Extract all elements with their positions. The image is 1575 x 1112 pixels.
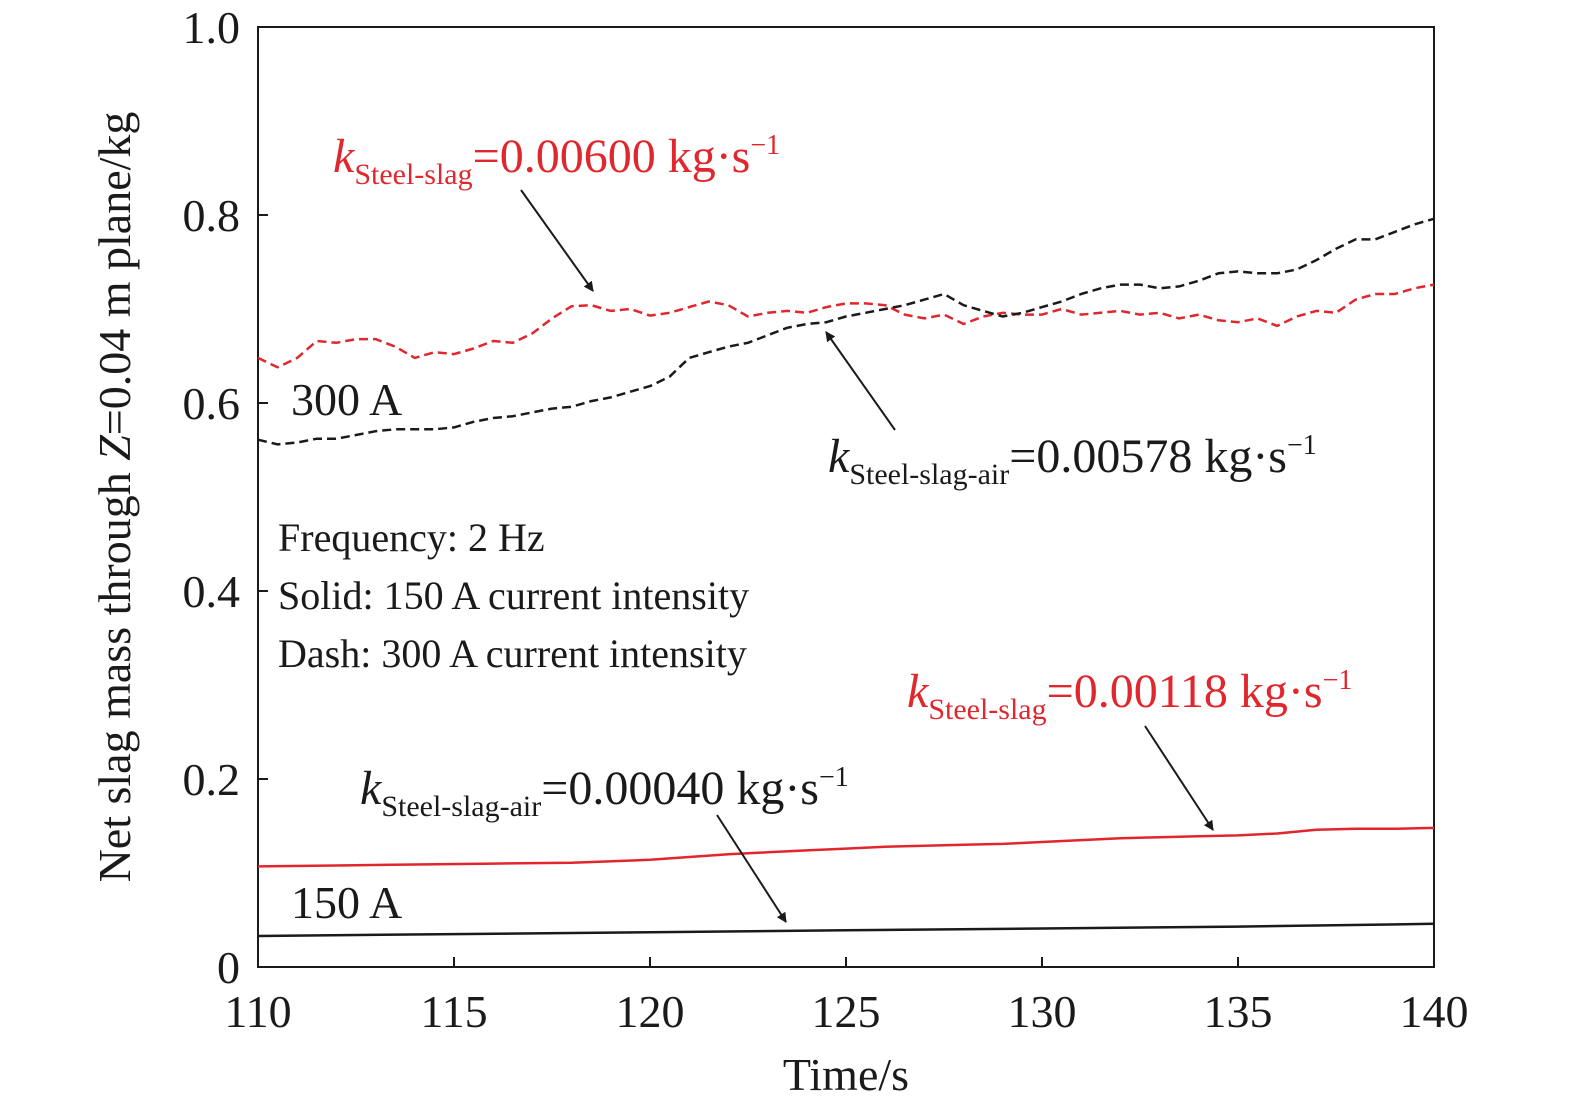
- annotation-k3-sub: Steel-slag: [928, 693, 1046, 726]
- label-150a: 150 A: [291, 877, 402, 928]
- annotation-k2-arrow: [825, 331, 896, 431]
- y-tick-label: 0.8: [183, 190, 241, 241]
- series-line-dash-black: [257, 217, 1435, 446]
- y-axis-title-part: Z: [89, 435, 140, 461]
- annotation-k1-symbol: k: [333, 130, 356, 183]
- x-tick-label: 140: [1400, 986, 1469, 1037]
- y-tick-label: 0.2: [183, 754, 241, 805]
- series-line-solid-red: [257, 826, 1435, 868]
- annotation-k2-sup: −1: [1287, 430, 1317, 461]
- x-tick-label: 115: [420, 986, 487, 1037]
- annotation-k4-sup: −1: [819, 762, 849, 793]
- annotation-k1-sup: −1: [750, 130, 780, 161]
- annotation-k2-sub: Steel-slag-air: [849, 458, 1009, 491]
- y-tick-label: 0: [217, 942, 240, 993]
- x-axis: 110 115 120 125 130 135 140: [224, 957, 1469, 1037]
- annotation-k4-sub: Steel-slag-air: [381, 790, 541, 823]
- x-tick-label: 120: [616, 986, 685, 1037]
- annotation-k3: kSteel-slag=0.00118 kg·s−1: [907, 665, 1352, 726]
- annotation-k3-sup: −1: [1323, 665, 1353, 696]
- annotation-k4-value: =0.00040 kg·s: [541, 762, 819, 815]
- x-tick-label: 110: [224, 986, 291, 1037]
- x-tick-label: 130: [1008, 986, 1077, 1037]
- info-dash: Dash: 300 A current intensity: [278, 631, 747, 676]
- y-axis-title-part: =0.04 m plane/kg: [89, 112, 140, 436]
- y-tick-label: 0.6: [183, 378, 241, 429]
- annotation-k4-symbol: k: [360, 762, 383, 815]
- annotation-k4: kSteel-slag-air=0.00040 kg·s−1: [360, 762, 849, 823]
- y-axis-title: Net slag mass through Z=0.04 m plane/kg: [89, 112, 140, 883]
- y-tick-label: 0.4: [183, 566, 241, 617]
- y-axis-title-part: Net slag mass through: [89, 461, 140, 883]
- annotation-k2-value: =0.00578 kg·s: [1009, 430, 1287, 483]
- info-frequency: Frequency: 2 Hz: [278, 515, 545, 560]
- label-300a: 300 A: [291, 374, 402, 425]
- annotation-k1-arrow: [520, 189, 594, 292]
- info-solid: Solid: 150 A current intensity: [278, 573, 749, 618]
- series-line-solid-black: [257, 922, 1435, 938]
- y-tick-label: 1.0: [183, 2, 241, 53]
- annotation-k3-arrow: [1144, 725, 1214, 831]
- annotation-k2-symbol: k: [828, 430, 851, 483]
- series-layer: [257, 217, 1435, 938]
- y-axis: 0 0.2 0.4 0.6 0.8 1.0: [183, 2, 268, 993]
- x-axis-title: Time/s: [783, 1049, 909, 1100]
- annotation-k4-arrow: [716, 814, 787, 923]
- series-line-dash-red: [257, 283, 1435, 369]
- annotation-k1: kSteel-slag=0.00600 kg·s−1: [333, 130, 780, 191]
- annotation-k3-symbol: k: [907, 665, 930, 718]
- x-tick-label: 135: [1204, 986, 1273, 1037]
- annotation-k2: kSteel-slag-air=0.00578 kg·s−1: [828, 430, 1317, 491]
- annotation-k3-value: =0.00118 kg·s: [1047, 665, 1323, 718]
- annotation-k1-value: =0.00600 kg·s: [473, 130, 751, 183]
- x-tick-label: 125: [812, 986, 881, 1037]
- annotation-k1-sub: Steel-slag: [354, 158, 472, 191]
